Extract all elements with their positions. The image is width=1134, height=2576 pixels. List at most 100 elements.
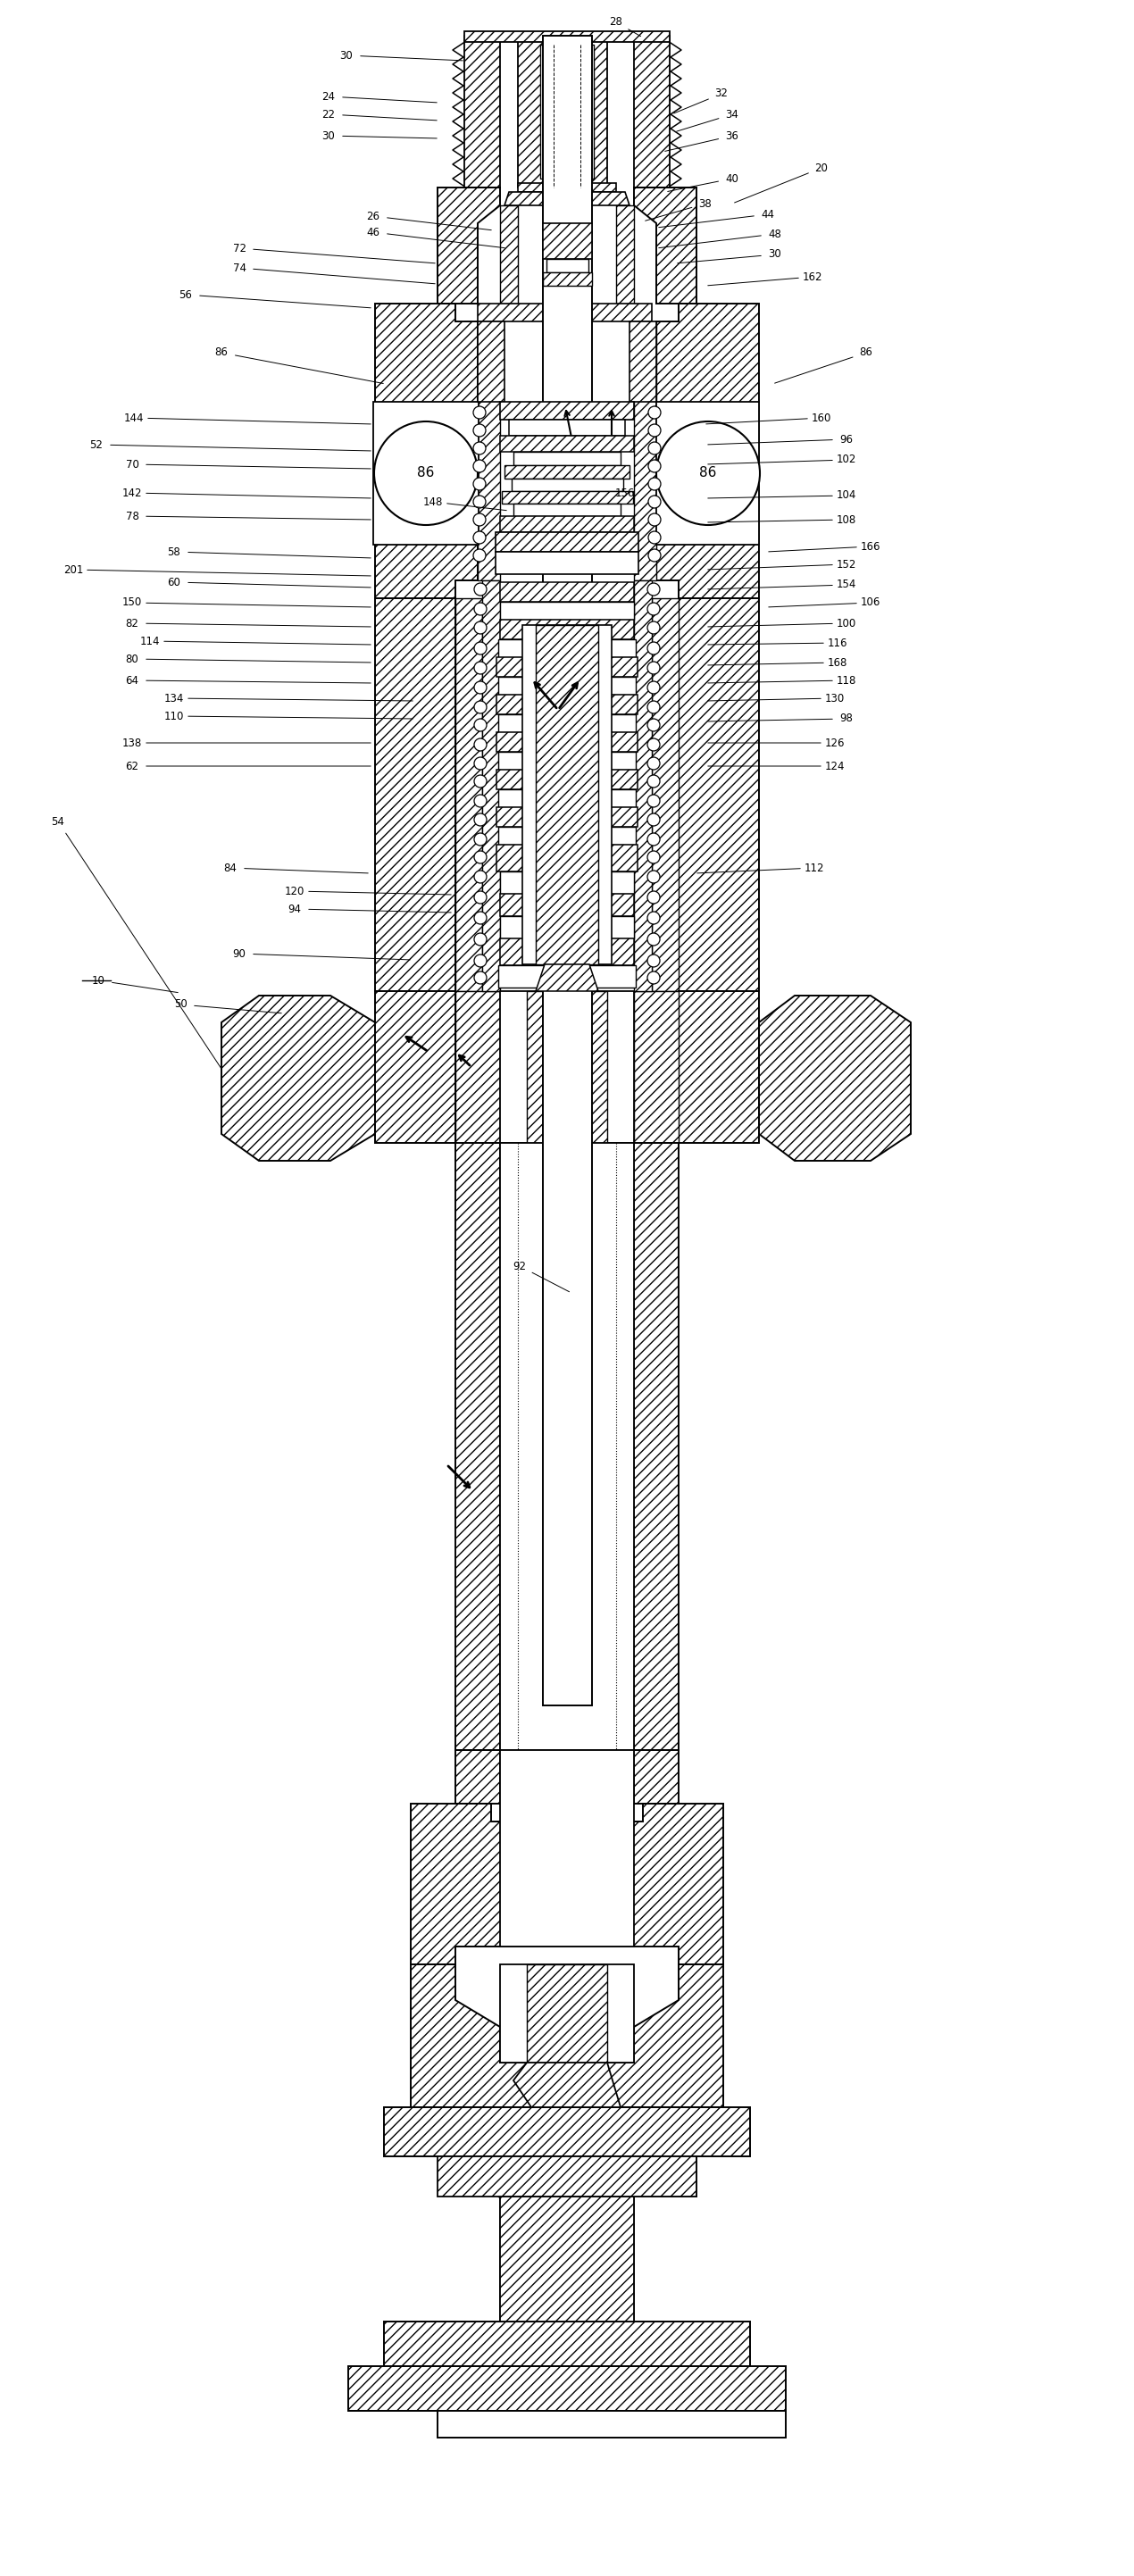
Polygon shape <box>348 2367 786 2411</box>
Text: 118: 118 <box>837 675 856 685</box>
Text: 86: 86 <box>860 348 873 358</box>
Polygon shape <box>438 2156 696 2197</box>
Polygon shape <box>523 626 611 963</box>
Text: 104: 104 <box>837 489 856 502</box>
Polygon shape <box>543 273 592 286</box>
Polygon shape <box>657 402 759 544</box>
Polygon shape <box>411 1965 723 2107</box>
Text: 72: 72 <box>232 242 246 255</box>
Circle shape <box>649 407 661 420</box>
Polygon shape <box>634 188 696 304</box>
Text: 86: 86 <box>214 348 228 358</box>
Polygon shape <box>500 2197 634 2321</box>
Text: 48: 48 <box>769 229 781 240</box>
Polygon shape <box>496 551 638 574</box>
Circle shape <box>474 775 486 788</box>
Circle shape <box>648 680 660 693</box>
Text: 50: 50 <box>174 999 187 1010</box>
Text: 34: 34 <box>726 108 739 121</box>
Text: 64: 64 <box>126 675 138 685</box>
Circle shape <box>648 850 660 863</box>
Text: 22: 22 <box>322 108 336 121</box>
Circle shape <box>474 933 486 945</box>
Circle shape <box>648 641 660 654</box>
Polygon shape <box>518 183 616 193</box>
Text: 30: 30 <box>340 49 353 62</box>
Circle shape <box>649 513 661 526</box>
Text: 62: 62 <box>126 760 138 773</box>
Circle shape <box>473 531 485 544</box>
Polygon shape <box>498 752 636 770</box>
Circle shape <box>474 971 486 984</box>
Polygon shape <box>498 639 636 657</box>
Polygon shape <box>464 36 500 188</box>
Polygon shape <box>500 871 634 894</box>
Polygon shape <box>456 598 482 992</box>
Polygon shape <box>456 992 500 1144</box>
Circle shape <box>648 871 660 884</box>
Polygon shape <box>464 31 670 41</box>
Polygon shape <box>497 845 637 871</box>
Text: 160: 160 <box>812 412 831 422</box>
Circle shape <box>649 495 661 507</box>
Polygon shape <box>384 2321 750 2367</box>
Text: 142: 142 <box>122 487 142 500</box>
Circle shape <box>473 549 485 562</box>
Polygon shape <box>500 582 634 603</box>
Text: 100: 100 <box>837 618 856 629</box>
Circle shape <box>473 407 485 420</box>
Polygon shape <box>514 451 620 466</box>
Polygon shape <box>498 966 636 987</box>
Polygon shape <box>456 1749 500 1803</box>
Text: 86: 86 <box>700 466 717 479</box>
Text: 96: 96 <box>840 433 853 446</box>
Polygon shape <box>497 770 637 788</box>
Polygon shape <box>373 402 479 544</box>
Polygon shape <box>496 533 638 551</box>
Text: 114: 114 <box>139 636 160 647</box>
Circle shape <box>648 814 660 827</box>
Polygon shape <box>514 2063 620 2107</box>
Polygon shape <box>477 322 505 402</box>
Polygon shape <box>482 580 500 992</box>
Polygon shape <box>535 963 599 992</box>
Text: 108: 108 <box>837 513 856 526</box>
Polygon shape <box>502 492 633 502</box>
Circle shape <box>657 422 760 526</box>
Text: 70: 70 <box>126 459 138 469</box>
Text: 90: 90 <box>232 948 246 958</box>
Polygon shape <box>518 36 607 188</box>
Circle shape <box>474 757 486 770</box>
Circle shape <box>648 621 660 634</box>
Circle shape <box>649 425 661 435</box>
Text: 60: 60 <box>168 577 180 587</box>
Polygon shape <box>527 992 607 1144</box>
Text: 98: 98 <box>840 714 853 724</box>
Polygon shape <box>375 598 456 992</box>
Circle shape <box>474 956 486 966</box>
Polygon shape <box>500 1749 634 1947</box>
Circle shape <box>649 461 661 471</box>
Text: 56: 56 <box>179 289 193 301</box>
Polygon shape <box>634 1144 678 1749</box>
Polygon shape <box>547 260 589 273</box>
Polygon shape <box>500 1144 634 1749</box>
Circle shape <box>474 680 486 693</box>
Text: 150: 150 <box>122 598 142 608</box>
Polygon shape <box>500 1965 634 2063</box>
Text: 30: 30 <box>322 129 336 142</box>
Polygon shape <box>500 917 634 938</box>
Polygon shape <box>500 435 634 451</box>
Circle shape <box>474 739 486 752</box>
Circle shape <box>474 701 486 714</box>
Text: 116: 116 <box>828 636 847 649</box>
Text: 46: 46 <box>366 227 380 237</box>
Circle shape <box>473 443 485 453</box>
Circle shape <box>374 422 477 526</box>
Text: 148: 148 <box>423 497 443 507</box>
Circle shape <box>648 912 660 925</box>
Circle shape <box>474 603 486 616</box>
Circle shape <box>649 443 661 453</box>
Circle shape <box>474 719 486 732</box>
Circle shape <box>474 850 486 863</box>
